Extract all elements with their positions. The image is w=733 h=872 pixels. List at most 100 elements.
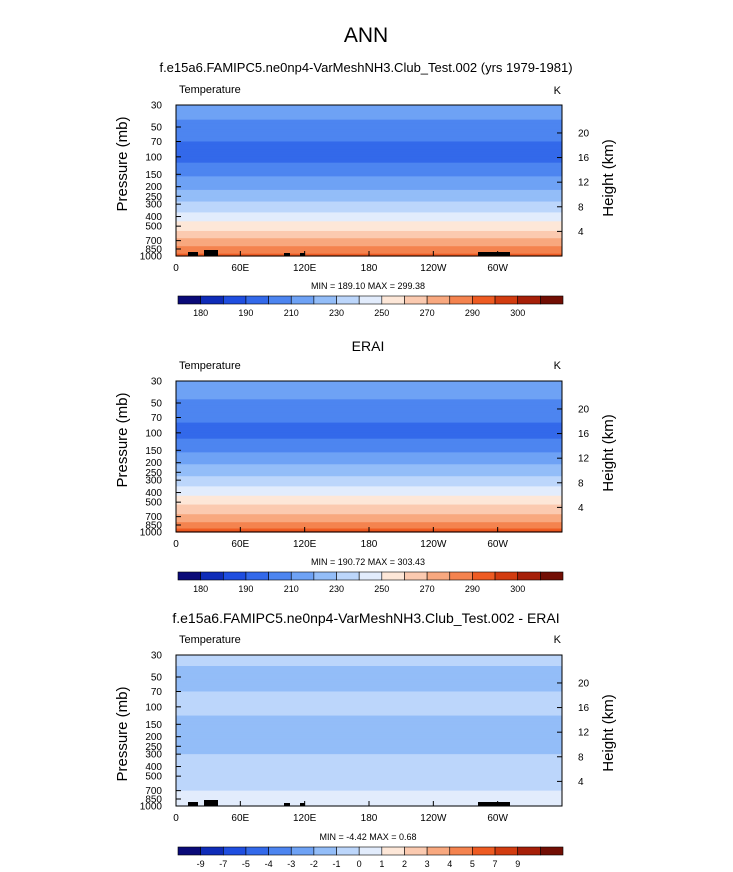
colorbar-label: -4 — [265, 859, 273, 869]
field-band — [176, 470, 562, 473]
field-band — [176, 658, 562, 663]
field-band — [176, 200, 562, 203]
field-band — [176, 422, 562, 426]
colorbar-swatch — [449, 571, 473, 581]
colorbar-swatch — [336, 846, 360, 856]
y-right-tick-label: 12 — [578, 178, 590, 189]
field-band — [176, 721, 562, 725]
field-band — [176, 402, 562, 407]
field-band — [176, 762, 562, 766]
field-band — [176, 201, 562, 204]
y-tick-label: 200 — [145, 732, 162, 743]
field-band — [176, 792, 562, 795]
y-tick-label: 850 — [145, 245, 162, 256]
panel-1-minmax: MIN = 189.10 MAX = 299.38 — [311, 281, 425, 291]
field-band — [176, 766, 562, 769]
y-tick-label: 250 — [145, 468, 162, 479]
field-band — [176, 176, 562, 180]
y-tick-label: 300 — [145, 750, 162, 761]
y-right-tick-label: 12 — [578, 728, 590, 739]
field-band — [176, 743, 562, 746]
field-band — [176, 744, 562, 747]
y-right-tick-label: 4 — [578, 503, 584, 514]
field-band — [176, 412, 562, 416]
x-tick-label: 180 — [361, 263, 378, 274]
field-band — [176, 112, 562, 117]
field-band — [176, 384, 562, 389]
colorbar-label: -1 — [333, 859, 341, 869]
field-band — [176, 665, 562, 671]
field-band — [176, 699, 562, 703]
field-band — [176, 476, 562, 479]
colorbar-swatch — [426, 846, 451, 856]
field-band — [176, 430, 562, 434]
colorbar-swatch — [494, 571, 519, 581]
colorbar-swatch — [290, 571, 315, 581]
field-band — [176, 783, 562, 787]
field-band — [176, 751, 562, 754]
field-band — [176, 469, 562, 472]
colorbar-label: 190 — [238, 584, 253, 594]
colorbar-swatch — [358, 295, 383, 305]
field-band — [176, 171, 562, 175]
field-band — [176, 240, 562, 243]
colorbar-swatch — [426, 571, 451, 581]
colorbar-swatch — [245, 295, 269, 305]
field-band — [176, 482, 562, 485]
field-band — [176, 196, 562, 199]
field-band — [176, 776, 562, 780]
x-tick-label: 60W — [487, 813, 508, 824]
field-band — [176, 794, 562, 797]
y-tick-label: 70 — [151, 413, 163, 424]
field-band — [176, 712, 562, 717]
colorbar-label: 300 — [510, 584, 525, 594]
y-tick-label: 70 — [151, 137, 163, 148]
x-tick-label: 60E — [231, 539, 249, 550]
topography-mask — [300, 803, 305, 806]
field-band — [176, 193, 562, 196]
colorbar-label: 250 — [374, 308, 389, 318]
field-band — [176, 704, 562, 708]
topography-mask — [478, 252, 510, 256]
field-band — [176, 435, 562, 440]
field-band — [176, 709, 562, 714]
field-band — [176, 772, 562, 776]
field-band — [176, 204, 562, 207]
panel-1-ylabel: Pressure (mb) — [114, 116, 131, 211]
colorbar-label: 1 — [379, 859, 384, 869]
field-band — [176, 395, 562, 400]
field-band — [176, 472, 562, 475]
colorbar-swatch — [381, 571, 405, 581]
field-band — [176, 728, 562, 732]
field-band — [176, 180, 562, 184]
colorbar-label: 180 — [193, 584, 208, 594]
field-band — [176, 230, 562, 234]
field-band — [176, 131, 562, 135]
field-band — [176, 186, 562, 189]
panel-2-units-label: K — [554, 360, 562, 372]
field-band — [176, 477, 562, 480]
colorbar-swatch — [222, 295, 247, 305]
colorbar-swatch — [268, 571, 292, 581]
field-band — [176, 746, 562, 749]
y-right-tick-label: 16 — [578, 703, 590, 714]
field-band — [176, 141, 562, 145]
y-tick-label: 100 — [145, 428, 162, 439]
field-band — [176, 420, 562, 424]
field-band — [176, 750, 562, 753]
field-band — [176, 458, 562, 462]
colorbar-swatch — [404, 571, 428, 581]
field-band — [176, 454, 562, 458]
field-band — [176, 511, 562, 515]
field-band — [176, 452, 562, 456]
field-band — [176, 474, 562, 477]
topography-mask — [284, 803, 290, 806]
field-band — [176, 774, 562, 777]
field-band — [176, 216, 562, 219]
panel-3-ylabel-right: Height (km) — [600, 694, 617, 772]
field-band — [176, 119, 562, 124]
field-band — [176, 105, 562, 110]
field-band — [176, 484, 562, 487]
colorbar-label: 3 — [425, 859, 430, 869]
